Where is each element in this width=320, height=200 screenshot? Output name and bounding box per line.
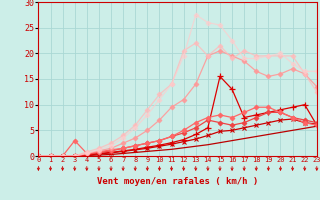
X-axis label: Vent moyen/en rafales ( km/h ): Vent moyen/en rafales ( km/h ) [97, 177, 258, 186]
